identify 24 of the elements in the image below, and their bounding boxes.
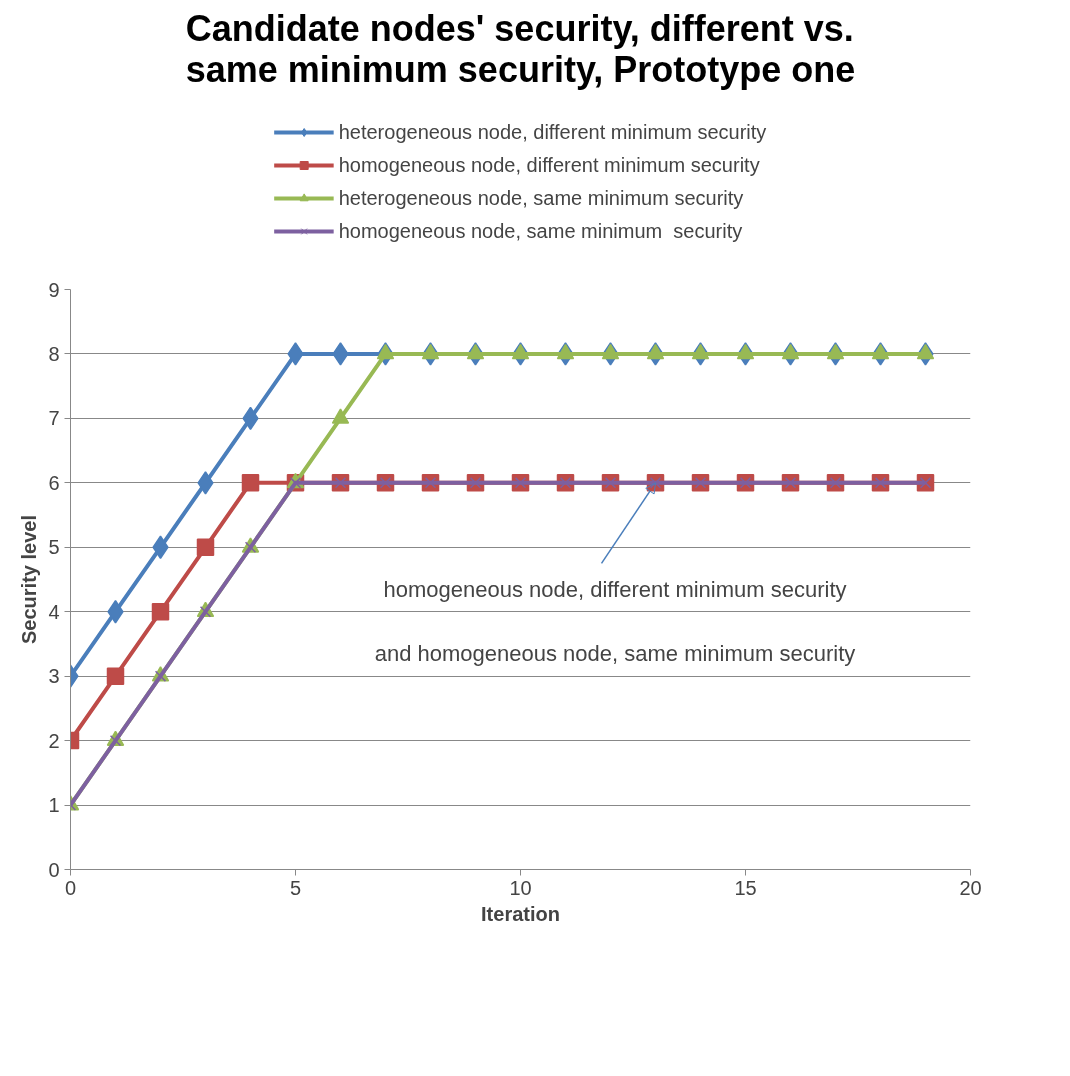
y-tick-label: 8 — [48, 342, 60, 365]
y-tick-label: 5 — [48, 536, 60, 559]
y-tick-label: 3 — [48, 665, 60, 688]
x-tick-label: 20 — [959, 876, 982, 899]
x-tick-label: 15 — [734, 876, 757, 899]
y-tick-label: 2 — [48, 729, 60, 752]
annotation: and homogeneous node, same minimum security — [374, 641, 856, 667]
legend-label: heterogeneous node, different minimum security — [338, 120, 767, 144]
y-tick-label: 6 — [48, 471, 60, 494]
legend-label: homogeneous node, same minimum security — [338, 219, 743, 243]
y-tick-label: 9 — [48, 278, 60, 301]
y-axis-title: Security level — [18, 515, 41, 644]
x-tick-label: 0 — [64, 876, 77, 899]
legend-label: homogeneous node, different minimum security — [338, 153, 760, 177]
y-tick-label: 4 — [48, 600, 60, 623]
y-tick-label: 7 — [48, 407, 60, 430]
chart-title: Candidate nodes' security, different vs. same minimum security, Prototype one — [185, 7, 856, 90]
x-tick-label: 10 — [509, 876, 532, 899]
y-tick-label: 0 — [48, 858, 60, 881]
annotation: homogeneous node, different minimum security — [383, 576, 847, 602]
y-tick-label: 1 — [48, 794, 60, 817]
legend-label: heterogeneous node, same minimum security — [338, 186, 744, 210]
x-axis-title: Iteration — [481, 902, 560, 925]
x-tick-label: 5 — [289, 876, 302, 899]
